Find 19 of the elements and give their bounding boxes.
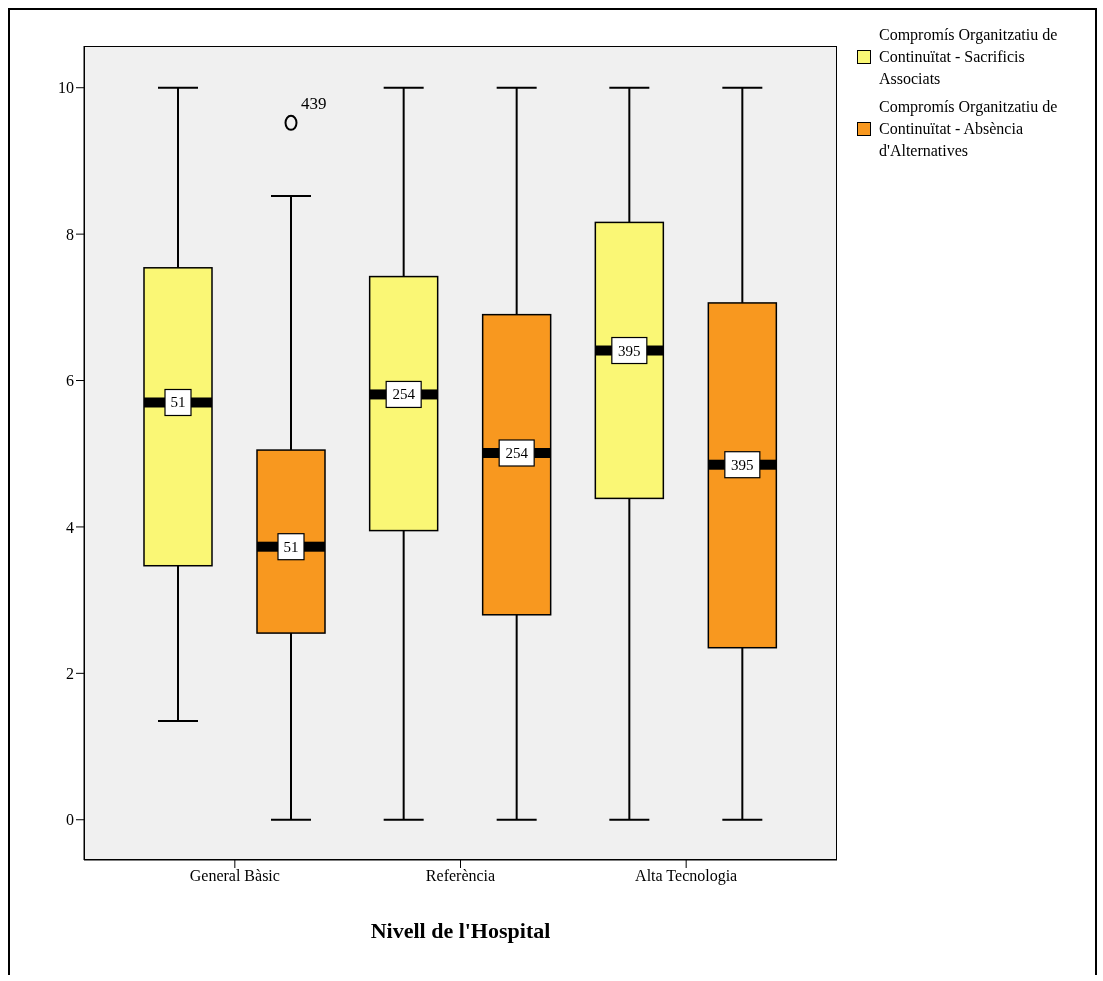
y-tick-label: 0 xyxy=(66,811,74,829)
annotation: 51 xyxy=(170,394,186,411)
annotation: 395 xyxy=(731,456,754,473)
y-tick-label: 2 xyxy=(66,665,74,683)
x-tick-label: Alta Tecnologia xyxy=(635,867,738,886)
y-tick-label: 6 xyxy=(66,372,74,390)
annotation: 51 xyxy=(283,538,299,555)
x-tick-label: General Bàsic xyxy=(189,867,280,885)
y-tick-label: 10 xyxy=(58,79,74,97)
legend-label: Compromís Organitzatiu de Continuïtat - Absència d'Alternatives xyxy=(879,97,1059,161)
legend-label: Compromís Organitzatiu de Continuïtat - Sacrificis Associats xyxy=(879,25,1059,89)
x-tick-label: Referència xyxy=(425,867,496,885)
annotation: 439 xyxy=(301,93,327,113)
annotation: 395 xyxy=(618,342,641,359)
annotation: 254 xyxy=(392,386,416,403)
annotation: 254 xyxy=(505,445,529,461)
y-tick-label: 4 xyxy=(66,518,74,536)
y-tick-label: 8 xyxy=(66,225,74,243)
x-axis-title: Nivell de l'Hospital xyxy=(370,918,551,943)
